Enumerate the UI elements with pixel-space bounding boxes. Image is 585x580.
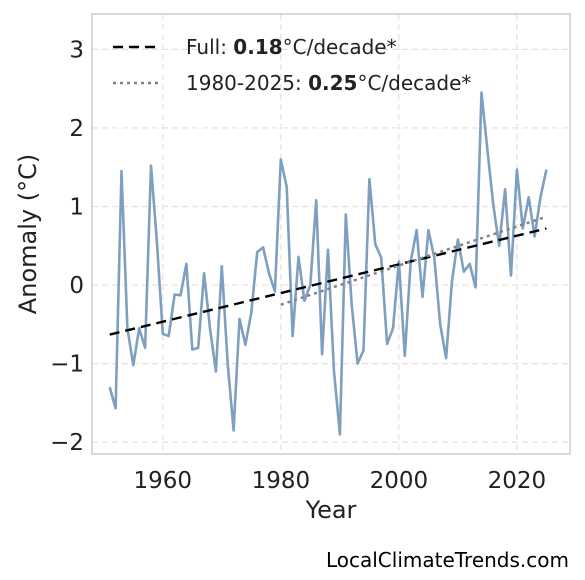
plot-background	[92, 14, 570, 454]
y-tick-label: 0	[69, 273, 84, 299]
legend-label-rate: 0.18	[233, 35, 282, 59]
legend-label-prefix: Full:	[186, 35, 233, 59]
legend: Full: 0.18°C/decade*1980-2025: 0.25°C/de…	[113, 35, 471, 95]
x-tick-labels: 1960 1980 2000 2020	[134, 468, 547, 494]
x-tick-label: 1980	[252, 468, 311, 494]
legend-label: 1980-2025: 0.25°C/decade*	[186, 71, 471, 95]
recent-trend-line	[280, 215, 547, 306]
legend-label-suffix: °C/decade*	[357, 71, 471, 95]
y-tick-label: −2	[50, 430, 84, 456]
x-tick-label: 2000	[370, 468, 429, 494]
y-tick-label: 1	[69, 195, 84, 221]
y-tick-label: 3	[69, 37, 84, 63]
y-axis-title: Anomaly (°C)	[14, 154, 42, 314]
series-group	[108, 91, 548, 436]
full-trend-line	[109, 227, 547, 336]
legend-label-rate: 0.25	[308, 71, 357, 95]
x-axis-title: Year	[305, 496, 357, 524]
y-tick-label: −1	[50, 352, 84, 378]
legend-label-suffix: °C/decade*	[283, 35, 397, 59]
anomaly-line	[108, 91, 548, 436]
legend-label-prefix: 1980-2025:	[186, 71, 308, 95]
credit-text: LocalClimateTrends.com	[325, 548, 569, 572]
y-tick-labels: −2 −1 0 1 2 3	[50, 37, 84, 456]
grid	[92, 14, 570, 454]
x-tick-label: 2020	[488, 468, 547, 494]
legend-label: Full: 0.18°C/decade*	[186, 35, 397, 59]
y-tick-label: 2	[69, 116, 84, 142]
plot-frame	[91, 13, 571, 455]
x-tick-label: 1960	[134, 468, 193, 494]
